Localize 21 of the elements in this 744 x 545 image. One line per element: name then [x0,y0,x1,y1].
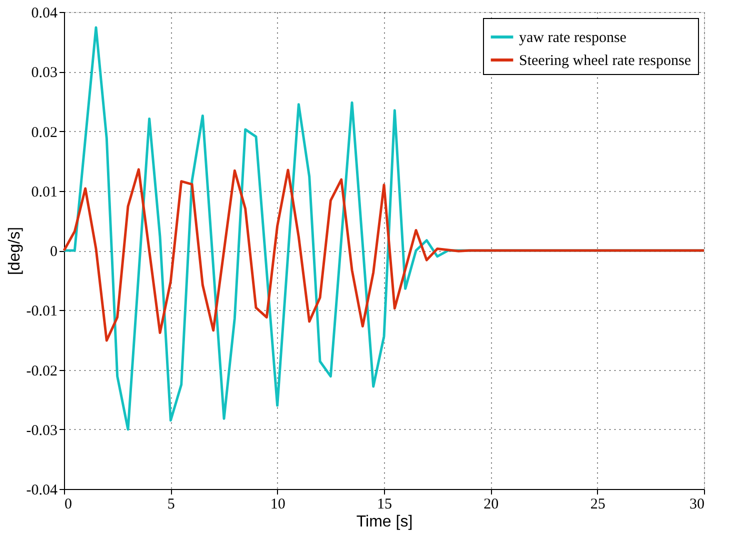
x-axis-title: Time [s] [356,514,413,530]
x-tick-label: 15 [377,496,392,512]
y-tick-label: 0.03 [31,65,58,82]
x-tick-label: 25 [590,496,606,512]
y-tick-label: 0 [50,244,58,260]
line-series [62,168,706,342]
legend-label: yaw rate response [519,30,627,46]
y-tick-label: -0.03 [26,422,58,439]
x-tick-label: 30 [690,496,704,512]
y-tick-label: -0.02 [26,363,58,380]
x-tick-label: 0 [64,496,72,512]
y-tick-label: 0.02 [31,124,58,141]
legend-label: Steering wheel rate response [519,53,692,69]
x-tick-label: 20 [484,496,499,512]
y-tick-label: 0.04 [31,6,58,22]
y-axis-title: [deg/s] [6,226,24,276]
y-tick-label: -0.04 [26,482,58,498]
x-tick-label: 5 [167,496,175,512]
y-tick-label: 0.01 [31,184,58,200]
y-tick-label: -0.01 [26,304,58,320]
x-tick-label: 10 [270,496,286,512]
